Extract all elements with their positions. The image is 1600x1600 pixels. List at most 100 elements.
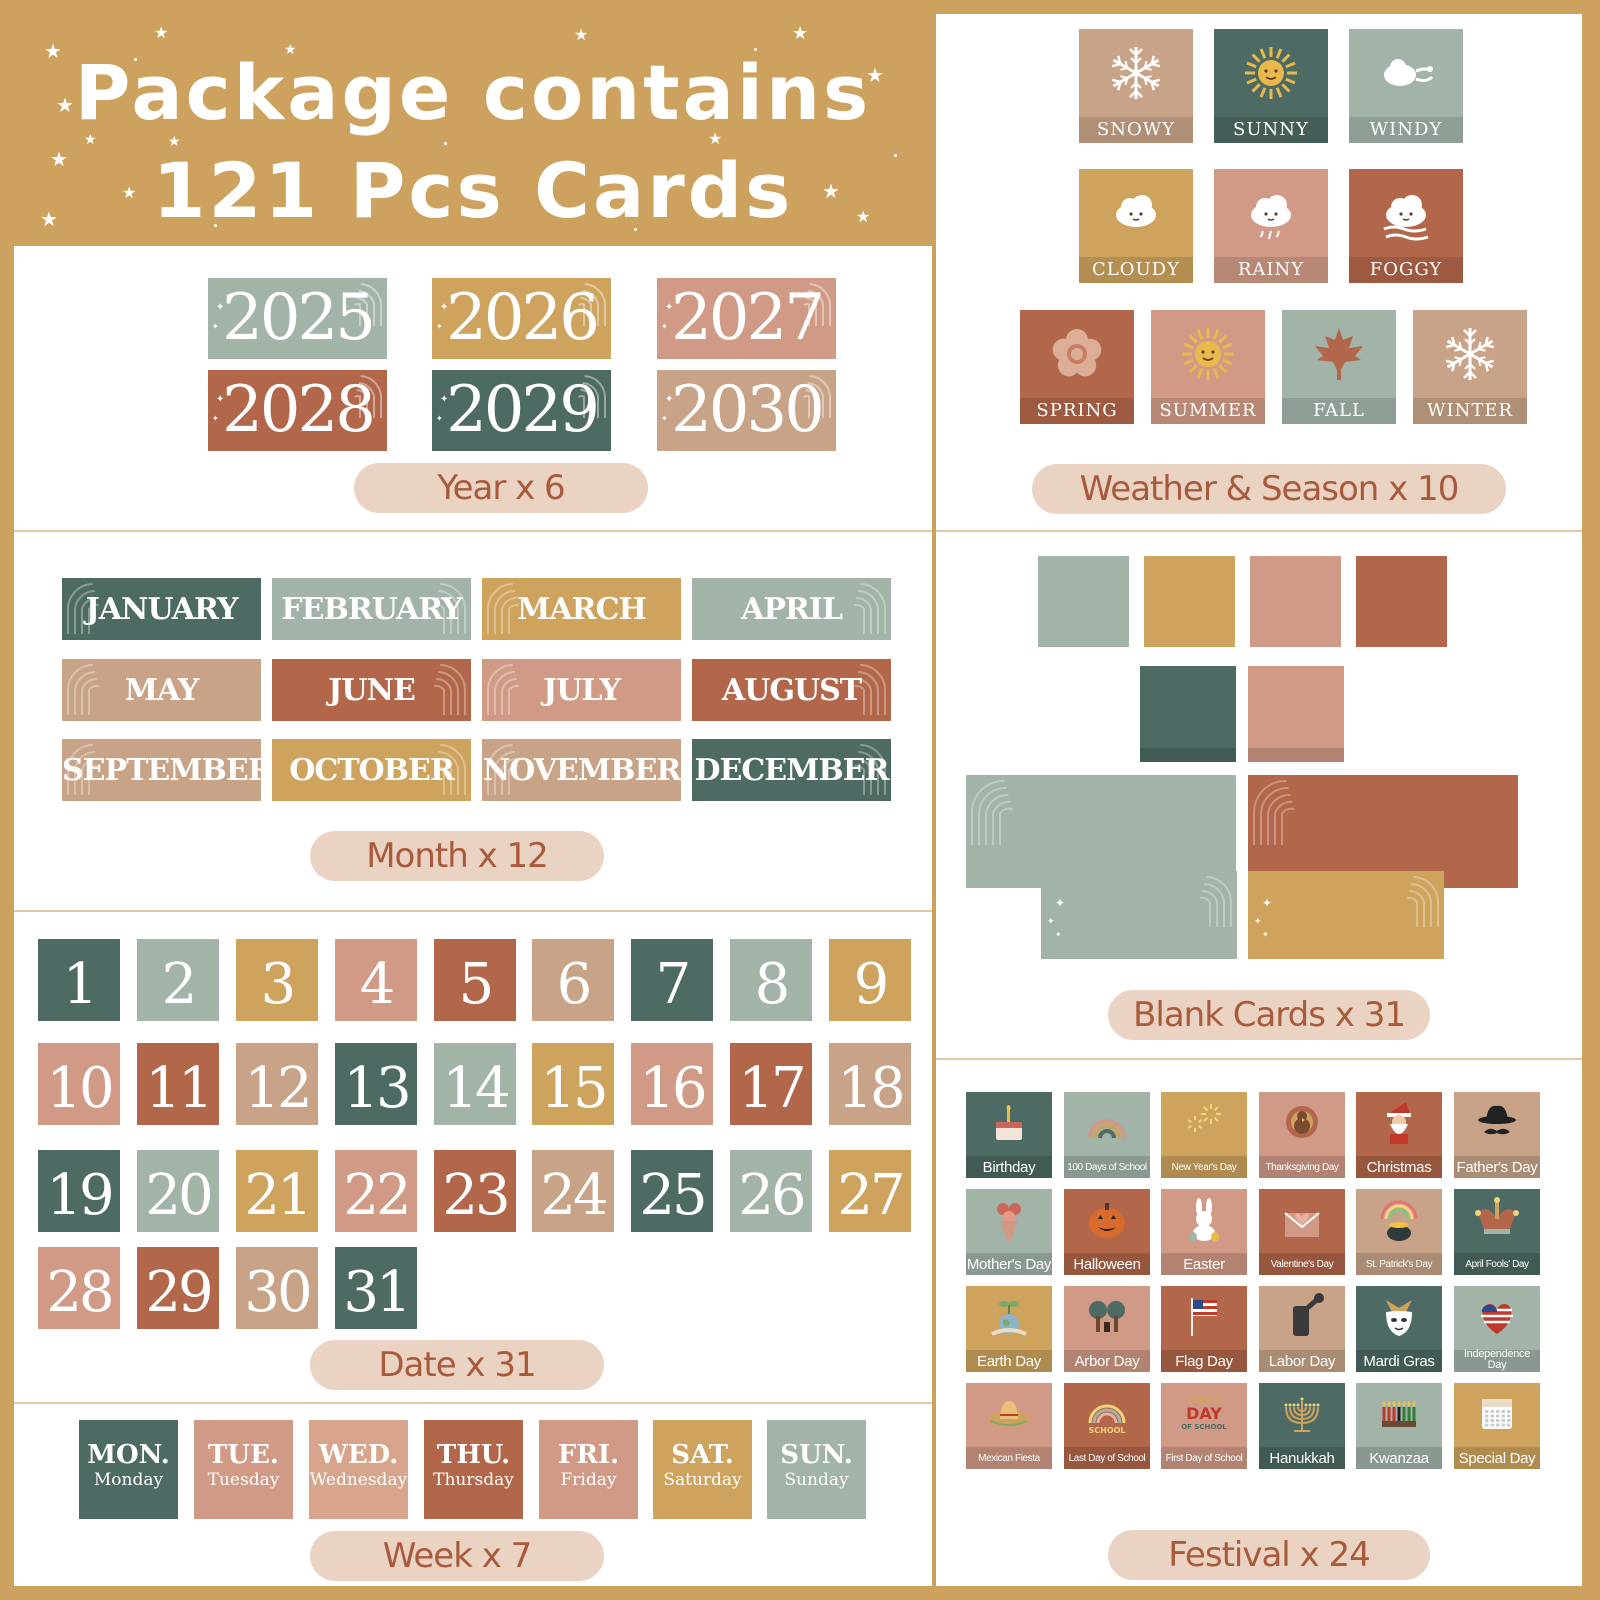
date-number: 8 [754,952,791,1017]
divider [14,530,932,532]
star-icon: ★ [708,131,723,148]
title-line-1: Package contains [74,48,872,137]
date-number: 6 [556,952,593,1017]
month-name: JULY [543,673,621,708]
icon-frame [1376,183,1436,243]
blank-card: ✦ ✦ ✦ [1248,871,1444,959]
weather-label: SUNNY [1233,119,1309,140]
festival-card: Independence Day [1454,1286,1540,1372]
svg-text:OF SCHOOL: OF SCHOOL [1181,1423,1227,1431]
festival-card: Mother's Day [966,1189,1052,1275]
festival-card: Hanukkah [1259,1383,1345,1469]
festival-card: Kwanzaa [1356,1383,1442,1469]
icon-frame [986,1292,1032,1342]
month-card: FEBRUARY [272,578,471,640]
festival-label: First Day of School [1165,1453,1243,1464]
star-icon: ★ [56,95,74,117]
weekday-abbr: SAT. [671,1440,734,1470]
star-icon: ★ [122,185,137,202]
date-number: 31 [343,1260,411,1325]
label-band [1064,1156,1150,1178]
sun-icon [1182,328,1234,380]
sparkle-dot [214,224,217,227]
svg-text:SCHOOL: SCHOOL [1088,1426,1125,1435]
sparkle-icon: ✦ [665,302,674,313]
festival-label: Hanukkah [1269,1450,1335,1467]
date-card: 16 [631,1043,713,1125]
month-count-label: Month x 12 [310,831,604,881]
label-band [1064,1253,1150,1275]
festival-card: Flag Day [1161,1286,1247,1372]
label-band [1161,1156,1247,1178]
wind-cloud-icon [1384,59,1434,86]
weather-label: SPRING [1036,400,1118,421]
date-number: 18 [837,1056,905,1121]
festival-card: SCHOOL Last Day of School [1064,1383,1150,1469]
date-card: 18 [829,1043,911,1125]
icon-frame [1279,1195,1325,1245]
star-icon: ★ [856,209,871,226]
festival-label: Kwanzaa [1369,1450,1429,1467]
label-band [1161,1447,1247,1469]
sombrero-icon [989,1401,1029,1427]
sparkle-icon: ✦ [440,302,449,313]
envelope-heart-icon [1284,1212,1320,1237]
icon-frame [1376,1098,1422,1148]
month-name: NOVEMBER [482,753,681,788]
fist-wrench-icon [1293,1293,1324,1336]
weather-label: SUMMER [1159,400,1257,421]
santa-icon [1387,1102,1411,1144]
month-card: AUGUST [692,659,891,721]
weekday-full: Sunday [784,1470,849,1490]
date-card: 29 [137,1247,219,1329]
label-band [1454,1253,1540,1275]
month-name: OCTOBER [289,753,455,788]
date-number: 24 [540,1163,608,1228]
star-icon: ★ [866,65,884,87]
festival-card: Father's Day [1454,1092,1540,1178]
icon-frame [1241,183,1301,243]
date-card: 6 [532,939,614,1021]
rainbow-arc-decoration [578,375,606,418]
year-card: ✦ ✦ 2026 [432,278,611,359]
label-band [1214,117,1328,143]
week-card: WED. Wednesday [309,1420,408,1519]
date-card: 9 [829,939,911,1021]
festival-label: New Year's Day [1171,1162,1237,1173]
pumpkin-icon [1089,1203,1125,1238]
week-card: FRI. Friday [539,1420,638,1519]
label-band [966,1447,1052,1469]
title-line-2: 121 Pcs Cards [152,146,794,235]
label-band [966,1350,1052,1372]
date-number: 5 [458,952,495,1017]
label-band [1349,117,1463,143]
month-card: MARCH [482,578,681,640]
festival-label: Arbor Day [1074,1353,1140,1370]
weather-card: FOGGY [1349,169,1463,283]
date-number: 3 [260,952,297,1017]
festival-card: Birthday [966,1092,1052,1178]
sparkle-icon: ✦ [212,322,219,331]
festival-label: Mardi Gras [1363,1353,1435,1370]
weather-label: WINTER [1426,400,1514,421]
flower-icon [1052,329,1102,377]
rainbow-arc-decoration [803,375,831,418]
label-band [1161,1350,1247,1372]
date-card: 11 [137,1043,219,1125]
month-card: DECEMBER [692,739,891,801]
rainbow-school-icon: SCHOOL [1088,1404,1126,1435]
sparkle-icon: ✦ [665,394,674,405]
sparkle-icon: ✦ [1262,930,1269,939]
blank-card [1140,666,1236,762]
festival-label: Mexican Fiesta [978,1453,1040,1464]
weekday-full: Wednesday [309,1470,408,1490]
blank-card: ✦ ✦ ✦ [1041,871,1237,959]
cake-icon [996,1105,1022,1140]
fireworks-icon [1187,1104,1221,1132]
snowflake-icon [1111,47,1161,99]
label-band [1079,117,1193,143]
month-name: DECEMBER [694,753,890,788]
month-name: MARCH [517,592,647,627]
date-number: 1 [62,952,99,1017]
week-card: SUN. Sunday [767,1420,866,1519]
